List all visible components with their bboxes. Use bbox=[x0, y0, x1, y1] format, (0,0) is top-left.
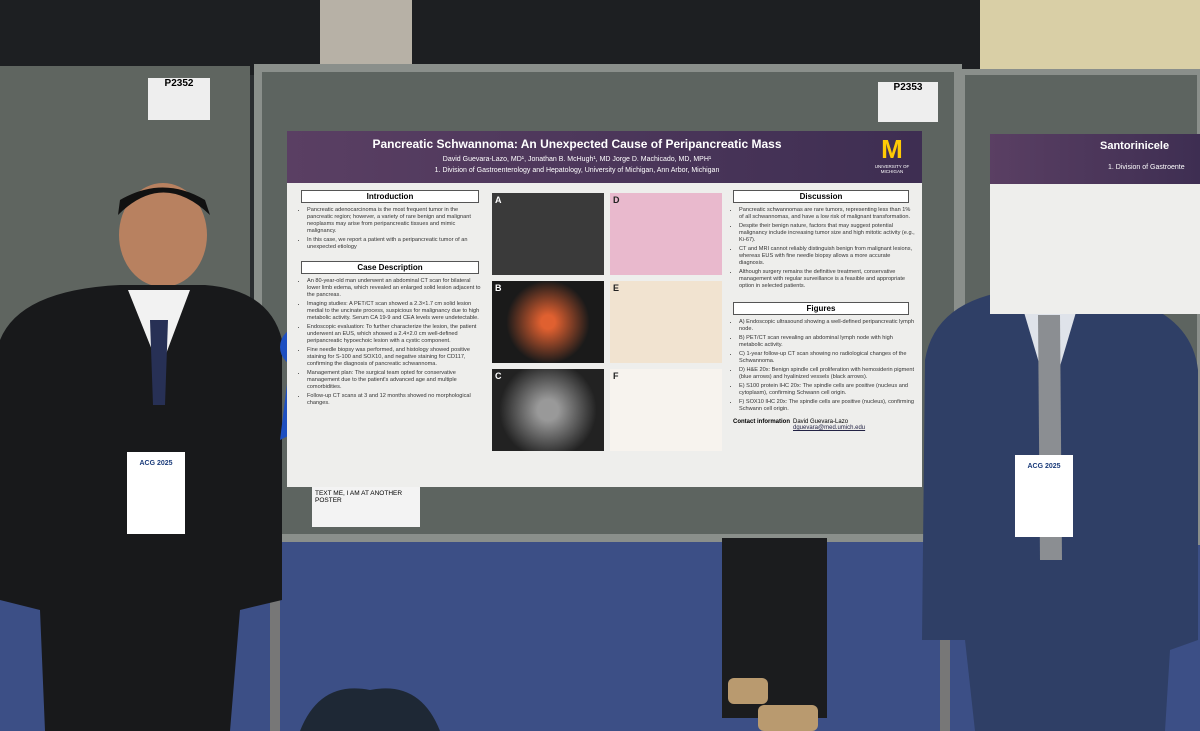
section-heading: Figures bbox=[733, 302, 909, 315]
figure-grid: A B C D E F bbox=[492, 193, 722, 463]
bullet-item: E) S100 protein IHC 20x: The spindle cel… bbox=[739, 383, 915, 397]
bullet-item: B) PET/CT scan revealing an abdominal ly… bbox=[739, 335, 915, 349]
bullet-item: Although surgery remains the definitive … bbox=[739, 269, 915, 290]
sign: TEXT ME, I AM AT ANOTHER POSTER bbox=[312, 487, 420, 527]
poster-title: Pancreatic Schwannoma: An Unexpected Cau… bbox=[372, 137, 782, 151]
side-poster-title: Santorinicele bbox=[1100, 140, 1170, 152]
bullet-item: A) Endoscopic ultrasound showing a well-… bbox=[739, 319, 915, 333]
side-poster-affiliation: 1. Division of Gastroente bbox=[1108, 164, 1185, 171]
section-heading: Introduction bbox=[301, 190, 479, 203]
panel-label: D bbox=[613, 195, 620, 205]
image-panel: D bbox=[610, 193, 722, 275]
bullet-item: Follow-up CT scans at 3 and 12 months sh… bbox=[307, 393, 485, 407]
contact-name: David Guevara-Lazo bbox=[793, 419, 849, 425]
discussion-column: Discussion Pancreatic schwannomas are ra… bbox=[727, 187, 915, 431]
bullet-item: An 80-year-old man underwent an abdomina… bbox=[307, 278, 485, 299]
bullet-list: Pancreatic schwannomas are rare tumors, … bbox=[727, 207, 915, 290]
image-panel: F bbox=[610, 369, 722, 451]
shoe bbox=[758, 705, 818, 731]
panel-label: B bbox=[495, 283, 502, 293]
logo-text: UNIVERSITY OF MICHIGAN bbox=[874, 164, 910, 174]
bullet-item: Imaging studies: A PET/CT scan showed a … bbox=[307, 301, 485, 322]
logo-mark: M bbox=[881, 134, 903, 164]
panel-label: E bbox=[613, 283, 620, 293]
bullet-item: Fine needle biopsy was performed, and hi… bbox=[307, 347, 485, 368]
bullet-item: In this case, we report a patient with a… bbox=[307, 237, 485, 251]
poster-authors: David Guevara-Lazo, MD¹, Jonathan B. McH… bbox=[442, 156, 712, 163]
board-label: P2353 bbox=[878, 82, 938, 122]
side-poster: Santorinicele 1. Division of Gastroente bbox=[990, 134, 1200, 314]
pillar bbox=[320, 0, 412, 75]
image-panel: E bbox=[610, 281, 722, 363]
image-panel: A bbox=[492, 193, 604, 275]
image-panel: C bbox=[492, 369, 604, 451]
bullet-item: Management plan: The surgical team opted… bbox=[307, 370, 485, 391]
bullet-list: Pancreatic adenocarcinoma is the most fr… bbox=[295, 207, 485, 251]
bullet-item: Pancreatic adenocarcinoma is the most fr… bbox=[307, 207, 485, 235]
badge-card bbox=[1015, 455, 1073, 537]
panel-label: A bbox=[495, 195, 502, 205]
bullet-list: An 80-year-old man underwent an abdomina… bbox=[295, 278, 485, 407]
hair bbox=[118, 187, 210, 215]
bullet-list: A) Endoscopic ultrasound showing a well-… bbox=[727, 319, 915, 413]
bullet-item: D) H&E 20x: Benign spindle cell prolifer… bbox=[739, 367, 915, 381]
badge: ACG 2025 bbox=[139, 460, 173, 467]
poster-affiliation: 1. Division of Gastroenterology and Hepa… bbox=[434, 167, 720, 174]
intro-column: Introduction Pancreatic adenocarcinoma i… bbox=[295, 187, 485, 409]
bag bbox=[300, 688, 440, 731]
shoe bbox=[728, 678, 768, 704]
panel-label: C bbox=[495, 371, 502, 381]
section-heading: Case Description bbox=[301, 261, 479, 274]
bullet-item: CT and MRI cannot reliably distinguish b… bbox=[739, 246, 915, 267]
bullet-item: Despite their benign nature, factors tha… bbox=[739, 223, 915, 244]
board-leg bbox=[270, 538, 280, 731]
poster-header: Pancreatic Schwannoma: An Unexpected Cau… bbox=[287, 131, 922, 183]
bullet-item: F) SOX10 IHC 20x: The spindle cells are … bbox=[739, 399, 915, 413]
bullet-item: Endoscopic evaluation: To further charac… bbox=[307, 324, 485, 345]
panel-label: F bbox=[613, 371, 619, 381]
contact: Contact information David Guevara-Lazo dg… bbox=[727, 419, 915, 431]
contact-details: David Guevara-Lazo dguevara@med.umich.edu bbox=[793, 419, 865, 431]
face bbox=[119, 183, 207, 287]
wall bbox=[980, 0, 1200, 80]
contact-email: dguevara@med.umich.edu bbox=[793, 425, 866, 431]
section-heading: Discussion bbox=[733, 190, 909, 203]
side-poster-header: Santorinicele 1. Division of Gastroente bbox=[990, 134, 1200, 184]
poster: Pancreatic Schwannoma: An Unexpected Cau… bbox=[287, 131, 922, 487]
tie bbox=[150, 320, 168, 405]
badge-card bbox=[127, 452, 185, 534]
image-panel: B bbox=[492, 281, 604, 363]
board-label: P2352 bbox=[148, 78, 210, 120]
contact-label: Contact information bbox=[733, 419, 790, 425]
badge: ACG 2025 bbox=[1027, 463, 1061, 470]
bullet-item: Pancreatic schwannomas are rare tumors, … bbox=[739, 207, 915, 221]
bullet-item: C) 1-year follow-up CT scan showing no r… bbox=[739, 351, 915, 365]
